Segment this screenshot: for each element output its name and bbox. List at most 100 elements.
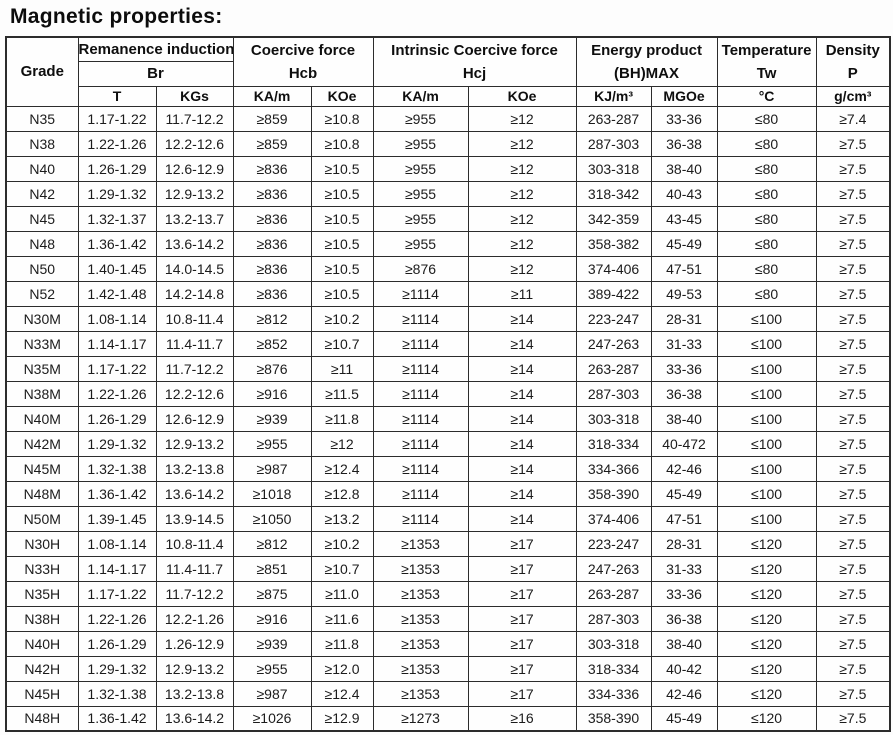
value-cell: 334-336 xyxy=(575,680,652,707)
value-cell: ≥14 xyxy=(467,305,577,332)
grade-cell: N38H xyxy=(5,605,79,632)
value-cell: ≥10.7 xyxy=(310,555,374,582)
grade-cell: N42 xyxy=(5,180,79,207)
grade-cell: N48M xyxy=(5,480,79,507)
value-cell: ≥12 xyxy=(467,155,577,182)
value-cell: ≥7.5 xyxy=(815,205,891,232)
value-cell: 12.9-13.2 xyxy=(155,655,234,682)
unit-kam-hcj: KA/m xyxy=(372,85,469,107)
value-cell: 13.9-14.5 xyxy=(155,505,234,532)
value-cell: ≤100 xyxy=(716,405,817,432)
grade-cell: N35H xyxy=(5,580,79,607)
value-cell: ≥17 xyxy=(467,555,577,582)
value-cell: ≥12.4 xyxy=(310,455,374,482)
header-coercive-force: Coercive force Hcb xyxy=(232,36,374,87)
value-cell: 11.7-12.2 xyxy=(155,355,234,382)
table-row: N35 1.17-1.22 11.7-12.2 ≥859 ≥10.8 ≥955 ≥12 263… xyxy=(5,105,891,132)
grade-cell: N35 xyxy=(5,105,79,132)
value-cell: ≥14 xyxy=(467,455,577,482)
header-density-line2: P xyxy=(847,64,858,82)
value-cell: ≤120 xyxy=(716,530,817,557)
table-row: N42H 1.29-1.32 12.9-13.2 ≥955 ≥12.0 ≥1353 ≥17 3… xyxy=(5,655,891,682)
value-cell: ≥7.5 xyxy=(815,280,891,307)
table-row: N38H 1.22-1.26 12.2-1.26 ≥916 ≥11.6 ≥1353 ≥17 2… xyxy=(5,605,891,632)
value-cell: ≥7.5 xyxy=(815,430,891,457)
value-cell: ≥11 xyxy=(467,280,577,307)
value-cell: 28-31 xyxy=(650,530,718,557)
value-cell: ≥7.5 xyxy=(815,255,891,282)
header-intrinsic-coercive-force: Intrinsic Coercive force Hcj xyxy=(372,36,577,87)
value-cell: 1.29-1.32 xyxy=(77,180,157,207)
value-cell: 14.0-14.5 xyxy=(155,255,234,282)
table-row: N48 1.36-1.42 13.6-14.2 ≥836 ≥10.5 ≥955 ≥12 358… xyxy=(5,230,891,257)
value-cell: 1.29-1.32 xyxy=(77,655,157,682)
unit-kgs: KGs xyxy=(155,85,234,107)
table-row: N48M 1.36-1.42 13.6-14.2 ≥1018 ≥12.8 ≥1114 ≥14… xyxy=(5,480,891,507)
header-temperature-line1: Temperature xyxy=(721,41,812,59)
value-cell: 12.9-13.2 xyxy=(155,180,234,207)
value-cell: 40-42 xyxy=(650,655,718,682)
value-cell: ≥10.5 xyxy=(310,205,374,232)
value-cell: ≥7.5 xyxy=(815,580,891,607)
value-cell: ≥939 xyxy=(232,630,312,657)
grade-cell: N33H xyxy=(5,555,79,582)
value-cell: 223-247 xyxy=(575,530,652,557)
value-cell: 42-46 xyxy=(650,680,718,707)
value-cell: ≥1353 xyxy=(372,680,469,707)
value-cell: 33-36 xyxy=(650,580,718,607)
unit-kjm3: KJ/m³ xyxy=(575,85,652,107)
value-cell: ≥7.5 xyxy=(815,355,891,382)
value-cell: ≥7.5 xyxy=(815,605,891,632)
value-cell: 45-49 xyxy=(650,480,718,507)
value-cell: 389-422 xyxy=(575,280,652,307)
value-cell: ≥836 xyxy=(232,205,312,232)
value-cell: 12.6-12.9 xyxy=(155,155,234,182)
value-cell: ≥1114 xyxy=(372,480,469,507)
value-cell: 287-303 xyxy=(575,380,652,407)
value-cell: 1.22-1.26 xyxy=(77,380,157,407)
table-row: N52 1.42-1.48 14.2-14.8 ≥836 ≥10.5 ≥1114 ≥11 38… xyxy=(5,280,891,307)
value-cell: ≥7.5 xyxy=(815,555,891,582)
value-cell: ≥987 xyxy=(232,680,312,707)
value-cell: ≥859 xyxy=(232,105,312,132)
value-cell: ≥17 xyxy=(467,605,577,632)
value-cell: 12.2-1.26 xyxy=(155,605,234,632)
value-cell: 287-303 xyxy=(575,605,652,632)
value-cell: ≤100 xyxy=(716,430,817,457)
grade-cell: N45M xyxy=(5,455,79,482)
value-cell: ≥7.5 xyxy=(815,180,891,207)
grade-cell: N45 xyxy=(5,205,79,232)
value-cell: ≥836 xyxy=(232,230,312,257)
value-cell: ≥916 xyxy=(232,380,312,407)
grade-cell: N50 xyxy=(5,255,79,282)
value-cell: ≥14 xyxy=(467,355,577,382)
value-cell: 14.2-14.8 xyxy=(155,280,234,307)
grade-cell: N45H xyxy=(5,680,79,707)
grade-cell: N50M xyxy=(5,505,79,532)
value-cell: 263-287 xyxy=(575,580,652,607)
value-cell: 40-43 xyxy=(650,180,718,207)
value-cell: 318-342 xyxy=(575,180,652,207)
value-cell: ≥876 xyxy=(372,255,469,282)
value-cell: ≤80 xyxy=(716,105,817,132)
value-cell: 1.42-1.48 xyxy=(77,280,157,307)
value-cell: 1.26-12.9 xyxy=(155,630,234,657)
value-cell: ≤120 xyxy=(716,705,817,732)
value-cell: ≥17 xyxy=(467,655,577,682)
value-cell: ≤120 xyxy=(716,605,817,632)
value-cell: 38-40 xyxy=(650,405,718,432)
header-intrinsic-coercive-force-line1: Intrinsic Coercive force xyxy=(391,41,558,59)
header-temperature: Temperature Tw xyxy=(716,36,817,87)
value-cell: 334-366 xyxy=(575,455,652,482)
value-cell: ≥7.5 xyxy=(815,405,891,432)
value-cell: 49-53 xyxy=(650,280,718,307)
value-cell: 1.14-1.17 xyxy=(77,555,157,582)
table-body: N35 1.17-1.22 11.7-12.2 ≥859 ≥10.8 ≥955 ≥12 263… xyxy=(5,105,891,732)
value-cell: 12.9-13.2 xyxy=(155,430,234,457)
header-energy-product-line1: Energy product xyxy=(591,41,702,59)
value-cell: 358-390 xyxy=(575,480,652,507)
value-cell: ≥10.5 xyxy=(310,155,374,182)
value-cell: ≥12 xyxy=(467,230,577,257)
value-cell: 1.36-1.42 xyxy=(77,480,157,507)
value-cell: ≤100 xyxy=(716,505,817,532)
